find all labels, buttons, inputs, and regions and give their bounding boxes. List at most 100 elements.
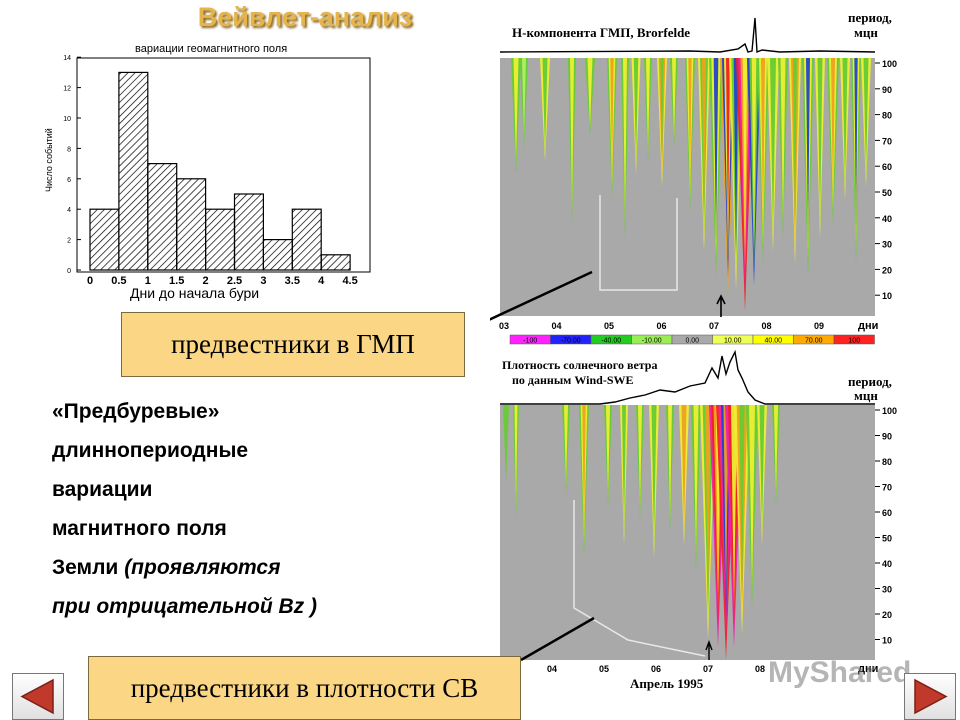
wavelet-spike bbox=[672, 58, 676, 142]
bottom-onset-arrow bbox=[705, 640, 713, 660]
wavelet-spike bbox=[587, 58, 593, 130]
next-slide-button[interactable] bbox=[904, 673, 956, 720]
histogram-bar bbox=[262, 239, 293, 271]
desc-line-4: магнитного поля bbox=[52, 517, 227, 540]
desc-line-5-italic: (проявляются bbox=[124, 556, 281, 579]
histogram-y-tick-label: 8 bbox=[67, 146, 71, 153]
slide-title: Вейвлет-анализ bbox=[197, 2, 413, 32]
histogram-bar bbox=[176, 178, 207, 271]
y-tick-label: 30 bbox=[882, 240, 892, 250]
histogram-y-tick-label: 12 bbox=[63, 86, 71, 93]
wavelet-spike bbox=[702, 58, 706, 221]
wavelet-spike bbox=[622, 405, 626, 535]
desc-line-5: Земли (проявляются bbox=[52, 548, 472, 587]
wavelet-spike bbox=[726, 58, 730, 239]
histogram-x-tick-label: 3 bbox=[260, 275, 266, 287]
wavelet-spike bbox=[660, 58, 664, 167]
histogram-y-tick-label: 6 bbox=[67, 177, 71, 184]
x-tick-label: 06 bbox=[651, 664, 661, 674]
histogram-y-label: Число событий bbox=[44, 128, 54, 192]
description-text: «Предбуревые» длиннопериодные вариации м… bbox=[52, 392, 472, 626]
wavelet-spike bbox=[513, 58, 519, 165]
bottom-period-label: период, bbox=[848, 374, 892, 389]
wavelet-spike bbox=[693, 405, 699, 558]
histogram-x-tick-label: 0 bbox=[87, 275, 93, 287]
wavelet-spike bbox=[749, 405, 755, 593]
connector-sw bbox=[520, 616, 595, 662]
x-tick-label: 08 bbox=[755, 664, 765, 674]
y-tick-label: 20 bbox=[882, 610, 892, 620]
wavelet-spike bbox=[606, 405, 610, 499]
bottom-title-line2: по данным Wind-SWE bbox=[512, 373, 634, 387]
y-tick-label: 40 bbox=[882, 214, 892, 224]
y-tick-label: 90 bbox=[882, 85, 892, 95]
top-y-ticks: 100 90 80 70 60 50 40 30 20 10 bbox=[875, 59, 897, 301]
colorbar: -100 -70.00 -40.00 -10.00 0.00 10.00 40.00 70.0… bbox=[509, 334, 875, 345]
y-tick-label: 100 bbox=[882, 59, 897, 69]
y-tick-label: 20 bbox=[882, 265, 892, 275]
colorbar-swatch bbox=[833, 334, 875, 345]
histogram-y-tick-label: 2 bbox=[67, 238, 71, 245]
wavelet-spike bbox=[742, 58, 748, 251]
wavelet-spike bbox=[582, 405, 586, 534]
top-panel-title: H-компонента ГМП, Brorfelde bbox=[512, 25, 690, 40]
y-tick-label: 60 bbox=[882, 162, 892, 172]
wavelet-spike bbox=[751, 58, 757, 249]
histogram-y-tick-label: 4 bbox=[67, 207, 71, 214]
histogram-x-tick-label: 3.5 bbox=[285, 275, 300, 287]
wavelet-spike bbox=[688, 58, 692, 189]
x-tick-label: 05 bbox=[599, 664, 609, 674]
top-wavelet-spikes bbox=[511, 58, 871, 311]
wavelet-spike bbox=[731, 405, 737, 609]
histogram-y-tick-label: 10 bbox=[63, 116, 71, 123]
histogram-bars bbox=[89, 71, 351, 271]
wavelet-spike bbox=[854, 58, 858, 232]
y-tick-label: 40 bbox=[882, 559, 892, 569]
previous-slide-button[interactable] bbox=[12, 673, 64, 720]
top-onset-arrow bbox=[716, 294, 726, 317]
x-tick-label: 09 bbox=[814, 321, 824, 331]
wavelet-spike bbox=[774, 405, 778, 499]
histogram-x-tick-label: 4.5 bbox=[342, 275, 357, 287]
bottom-y-ticks: 100 90 80 70 60 50 40 30 20 10 bbox=[875, 406, 897, 646]
top-period-label: период, bbox=[848, 10, 892, 25]
wavelet-spike bbox=[831, 58, 835, 199]
colorbar-label: -10.00 bbox=[642, 338, 662, 345]
y-tick-label: 100 bbox=[882, 406, 897, 416]
y-tick-label: 50 bbox=[882, 534, 892, 544]
histogram-bar bbox=[291, 208, 322, 271]
wavelet-spike bbox=[633, 58, 639, 165]
wavelet-panels: H-компонента ГМП, Brorfelde период, мцн … bbox=[490, 10, 897, 691]
top-days-label: дни bbox=[858, 320, 878, 332]
x-tick-label: 03 bbox=[499, 321, 509, 331]
colorbar-label: 70.00 bbox=[805, 338, 823, 345]
wavelet-spike bbox=[770, 58, 776, 237]
colorbar-label: 10.00 bbox=[724, 338, 742, 345]
y-tick-label: 90 bbox=[882, 432, 892, 442]
desc-line-2: длиннопериодные bbox=[52, 439, 249, 462]
colorbar-label: 40.00 bbox=[764, 338, 782, 345]
wavelet-spike bbox=[503, 405, 509, 482]
wavelet-spike bbox=[733, 58, 739, 254]
histogram-x-tick-label: 1 bbox=[145, 275, 151, 287]
connector-gmp bbox=[490, 270, 593, 321]
callout-sw-precursors: предвестники в плотности СВ bbox=[88, 656, 521, 720]
wavelet-spike bbox=[514, 405, 518, 511]
wavelet-spike bbox=[668, 405, 672, 523]
colorbar-label: 0.00 bbox=[685, 338, 699, 345]
wavelet-spike bbox=[793, 58, 797, 232]
bottom-title-line1: Плотность солнечного ветра bbox=[502, 358, 657, 372]
wavelet-spike bbox=[646, 58, 650, 153]
histogram-x-tick-label: 4 bbox=[318, 275, 325, 287]
histogram-y-tick-label: 14 bbox=[63, 55, 71, 62]
y-tick-label: 10 bbox=[882, 636, 892, 646]
bottom-timeseries-line bbox=[500, 349, 875, 405]
desc-line-5-bold: Земли bbox=[52, 556, 125, 579]
wavelet-spike bbox=[806, 58, 810, 243]
histogram-x-tick-label: 1.5 bbox=[169, 275, 184, 287]
bottom-precursor-box bbox=[573, 500, 706, 657]
wavelet-spike bbox=[705, 405, 711, 603]
wavelet-spike bbox=[610, 58, 614, 178]
top-period-unit: мцн bbox=[854, 25, 878, 40]
histogram-x-label: Дни до начала бури bbox=[130, 285, 259, 301]
